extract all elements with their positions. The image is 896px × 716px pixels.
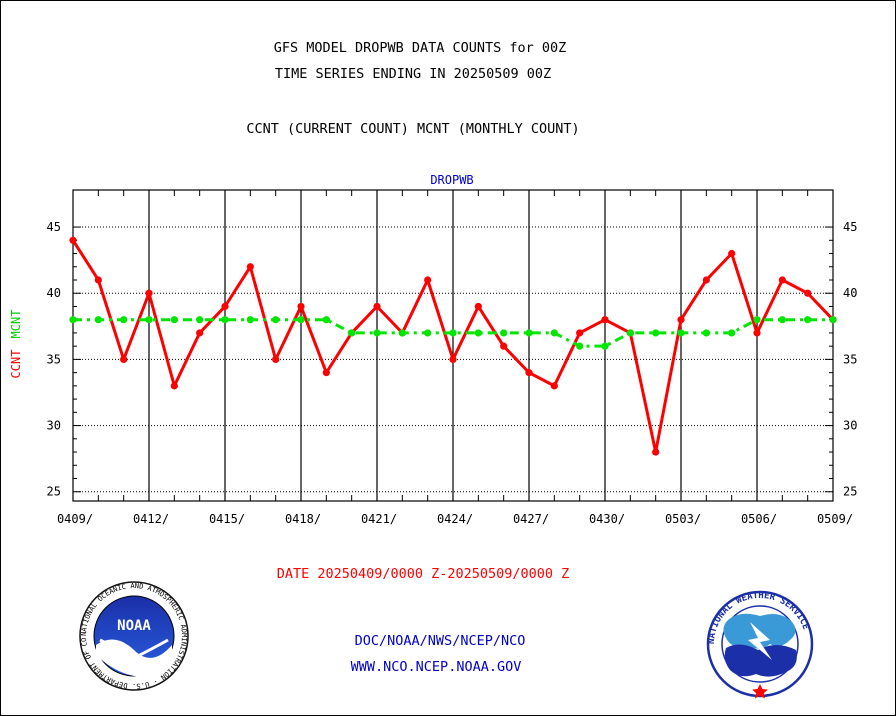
chart-title-line-2: TIME SERIES ENDING IN 20250509 00Z — [275, 66, 551, 82]
x-tick-label: 0415/ — [209, 512, 245, 526]
plot-title: DROPWB — [430, 173, 473, 187]
data-point-ccnt — [778, 276, 786, 284]
data-point-ccnt — [69, 236, 77, 244]
data-point-ccnt — [297, 302, 305, 311]
data-point-mcnt — [449, 329, 457, 337]
data-point-mcnt — [120, 316, 128, 324]
data-point-mcnt — [272, 316, 280, 324]
data-point-mcnt — [246, 316, 254, 324]
x-tick-label: 0430/ — [589, 512, 625, 526]
data-point-mcnt — [550, 329, 558, 337]
data-point-ccnt — [474, 302, 482, 311]
data-point-ccnt — [424, 276, 432, 284]
data-point-mcnt — [297, 316, 305, 324]
url-line: WWW.NCO.NCEP.NOAA.GOV — [351, 659, 522, 675]
y-tick-label-right: 30 — [843, 419, 857, 433]
y-axis-label-ccnt: CCNT — [9, 350, 23, 379]
data-point-ccnt — [272, 355, 280, 363]
data-point-ccnt — [525, 369, 533, 377]
data-point-mcnt — [196, 316, 204, 324]
y-tick-label-left: 30 — [47, 419, 61, 433]
data-point-ccnt — [196, 329, 204, 337]
x-tick-label: 0424/ — [437, 512, 473, 526]
data-point-ccnt — [500, 342, 508, 350]
data-point-mcnt — [804, 316, 812, 324]
y-tick-label-left: 25 — [47, 485, 61, 499]
data-point-ccnt — [576, 329, 584, 337]
x-tick-label: 0412/ — [133, 512, 169, 526]
data-point-mcnt — [170, 316, 178, 324]
x-tick-label: 0506/ — [741, 512, 777, 526]
data-point-ccnt — [804, 289, 812, 297]
series-legend-line: CCNT (CURRENT COUNT) MCNT (MONTHLY COUNT… — [246, 121, 579, 137]
nws-logo: NATIONAL WEATHER SERVICE — [706, 590, 814, 699]
date-range-label: DATE 20250409/0000 Z-20250509/0000 Z — [277, 566, 570, 582]
data-point-mcnt — [221, 316, 229, 324]
data-point-ccnt — [728, 249, 736, 258]
data-point-ccnt — [246, 263, 254, 271]
data-point-mcnt — [829, 316, 837, 324]
data-point-ccnt — [601, 316, 609, 324]
data-point-ccnt — [550, 382, 558, 390]
data-point-ccnt — [145, 289, 153, 297]
data-point-mcnt — [145, 316, 153, 324]
y-tick-label-right: 40 — [843, 286, 857, 300]
data-point-mcnt — [778, 316, 786, 324]
svg-text:NATIONAL OCEANIC AND ATMOSPHER: NATIONAL OCEANIC AND ATMOSPHERIC ADMINIS… — [0, 0, 188, 690]
x-tick-label: 0509/ — [817, 512, 853, 526]
x-tick-label: 0409/ — [57, 512, 93, 526]
noaa-ring-text: NATIONAL OCEANIC AND ATMOSPHERIC ADMINIS… — [0, 0, 188, 690]
data-point-mcnt — [373, 329, 381, 337]
y-tick-label-right: 35 — [843, 352, 857, 366]
data-point-ccnt — [120, 355, 128, 363]
y-tick-label-left: 35 — [47, 352, 61, 366]
data-point-ccnt — [702, 276, 710, 284]
y-axis-label-mcnt: MCNT — [9, 310, 23, 339]
chart-title-line-1: GFS MODEL DROPWB DATA COUNTS for 00Z — [274, 40, 567, 56]
x-tick-label: 0418/ — [285, 512, 321, 526]
data-point-ccnt — [94, 276, 102, 284]
x-tick-label: 0427/ — [513, 512, 549, 526]
data-point-mcnt — [728, 329, 736, 337]
data-point-mcnt — [94, 316, 102, 324]
data-point-mcnt — [348, 329, 356, 337]
noaa-logo-text: NOAA — [117, 618, 151, 634]
org-line: DOC/NOAA/NWS/NCEP/NCO — [355, 633, 526, 649]
noaa-logo: NATIONAL OCEANIC AND ATMOSPHERIC ADMINIS… — [0, 0, 189, 691]
data-point-mcnt — [398, 329, 406, 337]
y-tick-label-left: 40 — [47, 286, 61, 300]
data-point-mcnt — [525, 329, 533, 337]
data-point-ccnt — [221, 302, 229, 311]
data-point-mcnt — [677, 329, 685, 337]
y-tick-label-left: 45 — [47, 220, 61, 234]
data-point-mcnt — [424, 329, 432, 337]
data-point-mcnt — [753, 316, 761, 324]
data-point-mcnt — [626, 329, 634, 337]
data-point-ccnt — [753, 329, 761, 337]
data-point-mcnt — [500, 329, 508, 337]
y-tick-label-right: 25 — [843, 485, 857, 499]
data-point-mcnt — [322, 316, 330, 324]
x-tick-label: 0421/ — [361, 512, 397, 526]
data-point-ccnt — [449, 355, 457, 363]
data-point-ccnt — [170, 382, 178, 390]
y-tick-label-right: 45 — [843, 220, 857, 234]
x-tick-label: 0503/ — [665, 512, 701, 526]
data-point-mcnt — [652, 329, 660, 337]
data-point-mcnt — [69, 316, 77, 324]
data-point-ccnt — [322, 369, 330, 377]
data-point-ccnt — [677, 316, 685, 324]
data-point-ccnt — [373, 302, 381, 311]
data-point-mcnt — [474, 329, 482, 337]
data-point-mcnt — [601, 342, 609, 350]
data-point-mcnt — [576, 342, 584, 350]
data-point-ccnt — [652, 448, 660, 456]
data-point-mcnt — [702, 329, 710, 337]
plot-area: 25 25 30 30 35 35 40 40 45 45 0409/0412/0415/0418/… — [47, 189, 857, 526]
